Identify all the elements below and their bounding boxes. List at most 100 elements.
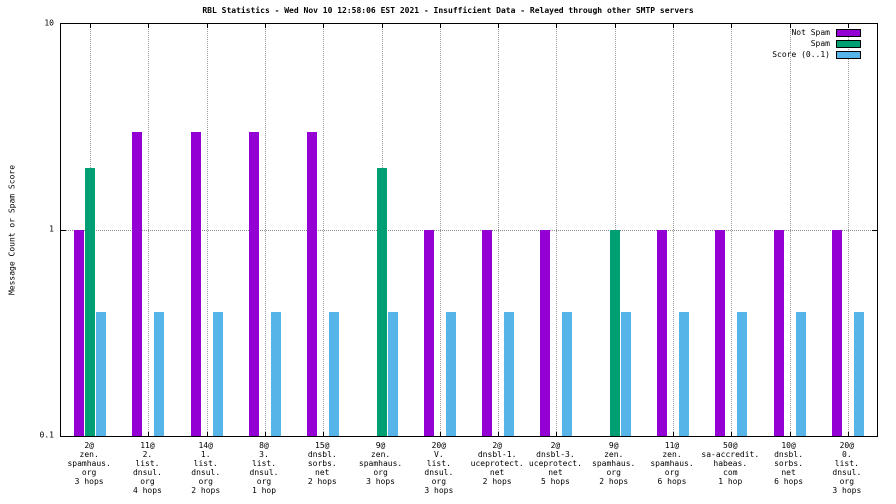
bar-not-spam (249, 131, 259, 436)
x-tick-mark (847, 24, 849, 28)
x-axis-tick-labels: 2@ zen. spamhaus. org 3 hops 11@ 2. list.… (60, 441, 878, 503)
x-tick-label: 20@ V. list. dnsul. org 3 hops (424, 441, 454, 495)
bar-group (540, 230, 573, 436)
grid-line-horizontal (61, 230, 877, 231)
bar-score-0-1- (737, 311, 748, 436)
grid-line-vertical (673, 24, 674, 436)
bar-score-0-1- (271, 311, 281, 436)
x-tick-mark (148, 432, 150, 436)
x-tick-mark (556, 432, 558, 436)
x-tick-label: 14@ 1. list. dnsul. org 2 hops (191, 441, 221, 495)
bar-group (190, 131, 223, 436)
x-tick-mark (381, 24, 383, 28)
bar-group (599, 230, 631, 436)
bar-not-spam (657, 230, 667, 436)
legend-label: Not Spam (791, 28, 830, 37)
grid-line-vertical (206, 24, 208, 436)
bar-score-0-1- (853, 311, 864, 436)
chart-title: RBL Statistics - Wed Nov 10 12:58:06 EST… (202, 6, 694, 15)
y-tick-label: 0.1 (39, 430, 54, 440)
bar-not-spam (190, 131, 201, 436)
x-tick-mark (206, 432, 208, 436)
bar-score-0-1- (387, 311, 398, 436)
x-tick-label: 8@ 3. list. dnsul. org 1 hop (249, 441, 279, 495)
bar-group (74, 168, 107, 436)
x-tick-label: 2@ dnsbl-3. uceprotect. net 5 hops (528, 441, 582, 486)
bar-not-spam (831, 230, 842, 436)
bar-not-spam (423, 230, 434, 436)
x-tick-mark (789, 432, 791, 436)
legend-swatch (836, 39, 861, 48)
bar-score-0-1- (154, 311, 165, 436)
grid-line-vertical (556, 24, 558, 436)
x-tick-label: 11@ 2. list. dnsul. org 4 hops (132, 441, 162, 495)
x-tick-mark (789, 24, 791, 28)
bar-spam (376, 168, 387, 436)
x-tick-mark (206, 24, 208, 28)
legend-label: Score (0..1) (772, 50, 830, 59)
x-tick-mark (323, 24, 325, 28)
legend-label: Spam (810, 39, 830, 48)
x-tick-label: 50@ sa-accredit. habeas. com 1 hop (701, 441, 760, 486)
x-tick-label: 11@ zen. spamhaus. org 6 hops (650, 441, 694, 486)
legend-swatch (836, 50, 861, 59)
x-tick-mark (614, 24, 616, 28)
x-tick-mark (498, 432, 500, 436)
x-tick-mark (439, 24, 441, 28)
bar-group (482, 230, 515, 436)
x-tick-label: 9@ zen. spamhaus. org 3 hops (358, 441, 403, 486)
bar-spam (85, 168, 96, 436)
bar-score-0-1- (620, 311, 631, 436)
legend: Not Spam Spam Score (0..1) (772, 27, 861, 60)
bar-not-spam (74, 230, 85, 436)
y-tick-mark (872, 230, 877, 231)
x-tick-mark (498, 24, 500, 28)
bar-group (249, 131, 281, 436)
bar-not-spam (715, 230, 726, 436)
bar-group (132, 131, 165, 436)
bar-group (831, 230, 864, 436)
grid-line-vertical (498, 24, 500, 436)
grid-line-vertical (323, 24, 325, 436)
x-tick-mark (265, 24, 266, 28)
bar-not-spam (132, 131, 143, 436)
bar-group (657, 230, 689, 436)
bar-not-spam (482, 230, 493, 436)
bar-spam (609, 230, 620, 436)
x-tick-label: 2@ dnsbl-1. uceprotect. net 2 hops (470, 441, 524, 486)
bar-score-0-1- (96, 311, 107, 436)
bar-not-spam (773, 230, 784, 436)
bar-score-0-1- (329, 311, 340, 436)
bar-score-0-1- (445, 311, 456, 436)
x-tick-mark (731, 432, 733, 436)
x-tick-mark (265, 432, 266, 436)
bar-not-spam (307, 131, 318, 436)
grid-line-vertical (731, 24, 733, 436)
bar-group (366, 168, 398, 436)
x-tick-mark (673, 432, 674, 436)
bar-score-0-1- (212, 311, 223, 436)
x-tick-label: 9@ zen. spamhaus. org 2 hops (592, 441, 636, 486)
bar-group (307, 131, 340, 436)
grid-line-vertical (847, 24, 849, 436)
grid-line-vertical (439, 24, 441, 436)
bar-score-0-1- (504, 311, 515, 436)
bar-score-0-1- (679, 311, 689, 436)
x-tick-mark (731, 24, 733, 28)
y-tick-label: 10 (44, 18, 54, 28)
grid-line-vertical (148, 24, 150, 436)
bar-score-0-1- (795, 311, 806, 436)
grid-line-vertical (265, 24, 266, 436)
x-tick-mark (90, 24, 92, 28)
x-tick-mark (847, 432, 849, 436)
legend-entry: Not Spam (772, 27, 861, 38)
x-tick-mark (323, 432, 325, 436)
x-tick-mark (556, 24, 558, 28)
y-tick-label: 1 (49, 224, 54, 234)
x-tick-label: 15@ dnsbl. sorbs. net 2 hops (307, 441, 337, 486)
x-tick-mark (673, 24, 674, 28)
x-tick-mark (148, 24, 150, 28)
legend-swatch (836, 28, 861, 37)
y-tick-mark (61, 230, 66, 231)
